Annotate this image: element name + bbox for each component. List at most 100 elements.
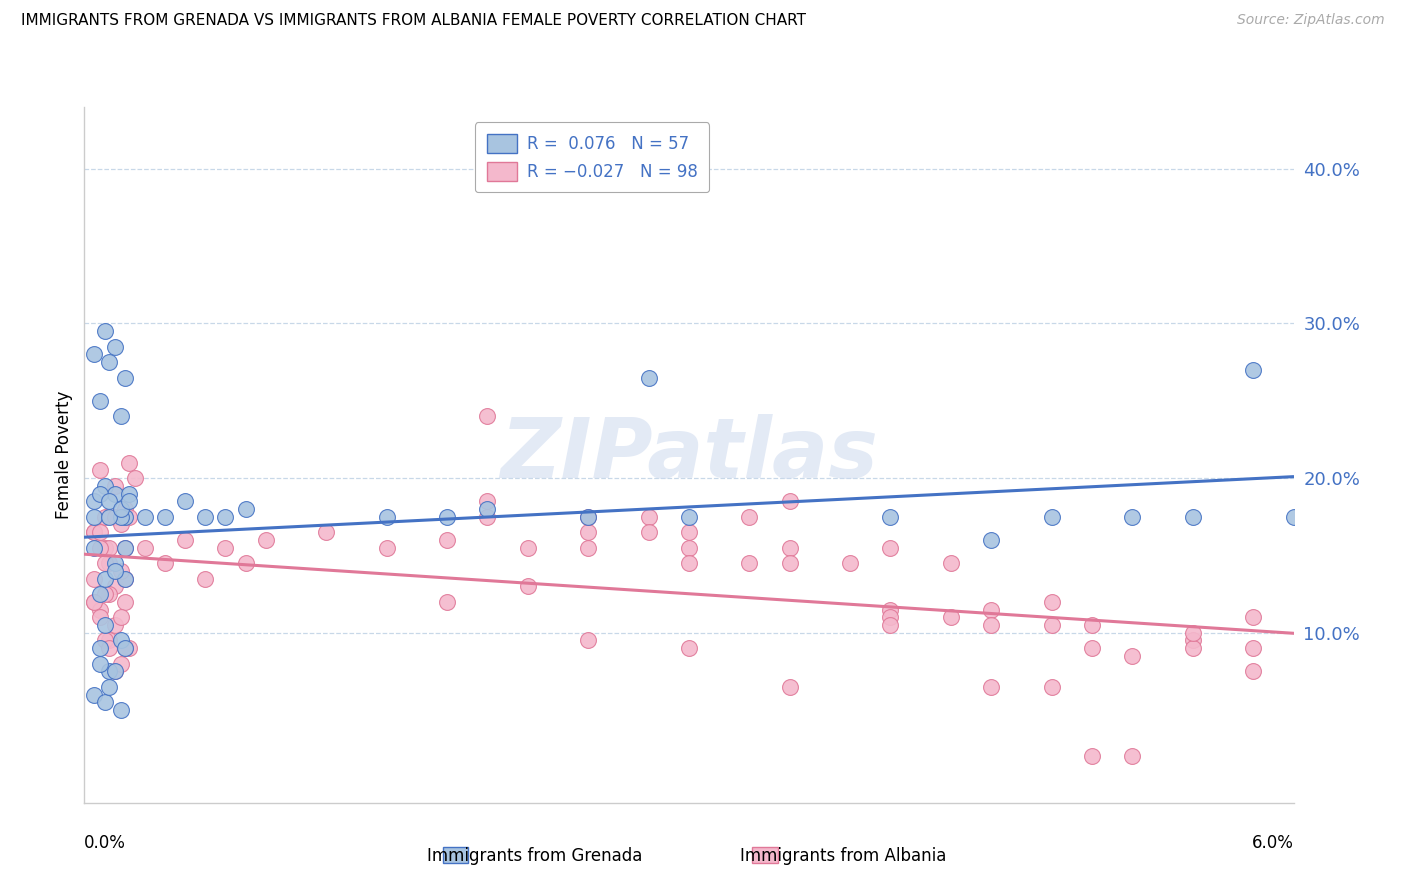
Point <box>477 509 499 524</box>
Point <box>1241 641 1264 656</box>
Point <box>516 579 538 593</box>
Point <box>576 525 599 540</box>
Point <box>134 509 156 524</box>
Point <box>97 556 120 570</box>
Point <box>110 517 132 532</box>
Point <box>939 610 962 624</box>
Point <box>1181 625 1204 640</box>
Point <box>118 494 141 508</box>
Point <box>153 509 176 524</box>
Point <box>97 665 120 679</box>
Point <box>375 509 398 524</box>
Point <box>477 409 499 424</box>
Point <box>110 633 132 648</box>
Text: IMMIGRANTS FROM GRENADA VS IMMIGRANTS FROM ALBANIA FEMALE POVERTY CORRELATION CH: IMMIGRANTS FROM GRENADA VS IMMIGRANTS FR… <box>21 13 806 29</box>
Point <box>1181 509 1204 524</box>
Point <box>93 324 115 338</box>
Point <box>1241 363 1264 377</box>
Point <box>124 471 146 485</box>
Point <box>93 587 115 601</box>
Text: 0.0%: 0.0% <box>84 834 127 852</box>
Point <box>1181 641 1204 656</box>
Point <box>89 641 111 656</box>
Point <box>93 509 115 524</box>
Point <box>83 541 105 555</box>
Point <box>104 486 127 500</box>
Point <box>477 494 499 508</box>
Point <box>89 541 111 555</box>
Point <box>97 509 120 524</box>
Point <box>110 703 132 717</box>
Point <box>93 695 115 709</box>
Point <box>839 556 862 570</box>
Point <box>779 680 801 694</box>
Point <box>879 602 901 616</box>
Y-axis label: Female Poverty: Female Poverty <box>55 391 73 519</box>
Point <box>104 556 127 570</box>
Point <box>879 618 901 632</box>
Point <box>153 556 176 570</box>
Point <box>97 680 120 694</box>
Point <box>114 541 136 555</box>
Point <box>110 564 132 578</box>
Point <box>93 479 115 493</box>
Point <box>779 556 801 570</box>
Point <box>83 347 105 361</box>
Point <box>779 541 801 555</box>
Point <box>678 509 700 524</box>
Point <box>110 509 132 524</box>
Point <box>83 525 105 540</box>
Point <box>879 541 901 555</box>
Point <box>97 587 120 601</box>
Point <box>89 610 111 624</box>
Point <box>118 509 141 524</box>
Point <box>97 641 120 656</box>
Point <box>114 509 136 524</box>
Point <box>1121 648 1143 663</box>
Point <box>576 509 599 524</box>
Text: Source: ZipAtlas.com: Source: ZipAtlas.com <box>1237 13 1385 28</box>
Point <box>1181 633 1204 648</box>
Point <box>114 572 136 586</box>
Point <box>83 509 105 524</box>
Point <box>738 509 761 524</box>
Point <box>104 665 127 679</box>
Point <box>114 641 136 656</box>
Point <box>93 633 115 648</box>
Point <box>576 541 599 555</box>
Point <box>980 602 1002 616</box>
Point <box>214 541 236 555</box>
Point <box>436 533 458 547</box>
Point <box>110 409 132 424</box>
Point <box>939 556 962 570</box>
Point <box>93 572 115 586</box>
Point <box>114 595 136 609</box>
Point <box>678 525 700 540</box>
Point <box>436 509 458 524</box>
Point <box>104 579 127 593</box>
Point <box>104 665 127 679</box>
Point <box>104 509 127 524</box>
Point <box>93 618 115 632</box>
Point <box>89 463 111 477</box>
Point <box>83 688 105 702</box>
Point <box>110 657 132 671</box>
Point <box>97 541 120 555</box>
Point <box>89 657 111 671</box>
Point <box>83 525 105 540</box>
Point <box>174 533 197 547</box>
Point <box>637 525 659 540</box>
Point <box>194 509 217 524</box>
Point <box>83 494 105 508</box>
Point <box>637 509 659 524</box>
Point <box>1241 665 1264 679</box>
Point <box>97 633 120 648</box>
Point <box>214 509 236 524</box>
Point <box>1081 641 1104 656</box>
Point <box>1081 618 1104 632</box>
Point <box>93 541 115 555</box>
Point <box>375 541 398 555</box>
Point <box>738 556 761 570</box>
Point <box>97 355 120 369</box>
Point <box>110 610 132 624</box>
